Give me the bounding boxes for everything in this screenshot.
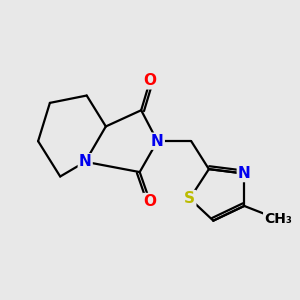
Text: N: N	[79, 154, 92, 169]
Text: CH₃: CH₃	[264, 212, 292, 226]
Text: O: O	[143, 73, 157, 88]
Text: S: S	[184, 191, 195, 206]
Text: N: N	[238, 166, 250, 181]
Text: N: N	[151, 134, 164, 149]
Text: O: O	[143, 194, 157, 209]
